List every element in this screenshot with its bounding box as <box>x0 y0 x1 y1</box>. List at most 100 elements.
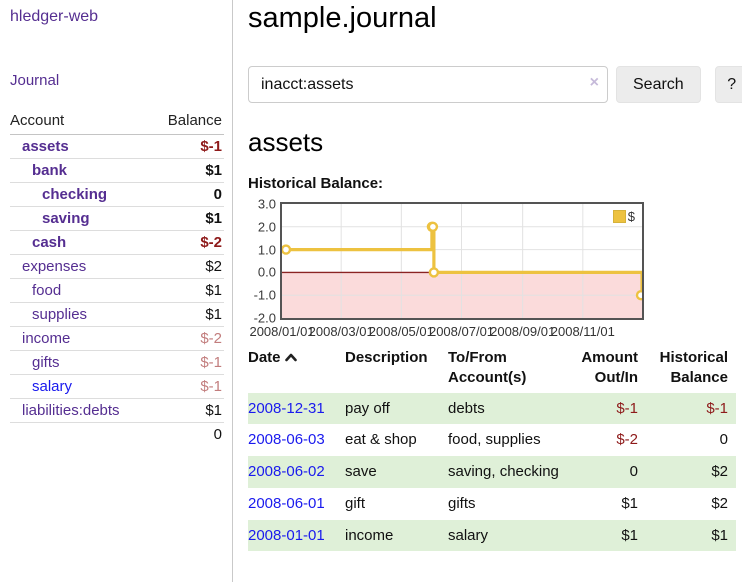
description-cell: pay off <box>345 399 390 417</box>
y-tick-label: 1.0 <box>257 242 276 258</box>
chart-title: Historical Balance: <box>248 175 384 192</box>
y-tick-label: 2.0 <box>257 219 276 235</box>
accounts-header-account: Account <box>10 109 153 135</box>
app-brand-link[interactable]: hledger-web <box>10 8 99 25</box>
account-row: food $1 <box>10 278 224 303</box>
description-cell: eat & shop <box>345 431 417 449</box>
account-link-expenses[interactable]: expenses <box>22 258 87 275</box>
date-link[interactable]: 2008-06-03 <box>248 431 325 449</box>
account-balance: $1 <box>152 278 224 303</box>
amount-cell: $-2 <box>616 431 638 449</box>
account-row: income $-2 <box>10 326 224 351</box>
account-balance: $1 <box>152 398 224 423</box>
balance-cell: $1 <box>711 526 728 544</box>
register-row: 2008-12-31 pay off debts $-1 $-1 <box>248 392 736 425</box>
account-balance: $-2 <box>152 326 224 351</box>
nav-journal-link[interactable]: Journal <box>10 72 60 89</box>
account-row: checking 0 <box>10 182 224 207</box>
x-tick-label: 2008/09/01 <box>490 324 556 339</box>
y-tick-label: -1.0 <box>253 287 276 303</box>
account-link-income[interactable]: income <box>22 330 71 347</box>
account-row: cash $-2 <box>10 230 224 255</box>
accounts-total-spacer <box>10 422 153 446</box>
search-button[interactable]: Search <box>616 66 701 103</box>
account-balance: $-2 <box>152 230 224 255</box>
account-balance: $-1 <box>152 350 224 375</box>
chart-svg <box>282 204 642 318</box>
account-balance: $1 <box>152 302 224 327</box>
accounts-total-value: 0 <box>152 422 224 446</box>
account-link-bank[interactable]: bank <box>32 162 68 179</box>
account-row: bank $1 <box>10 158 224 183</box>
page-title: sample.journal <box>248 2 437 34</box>
accounts-total-row: 0 <box>10 422 224 446</box>
balance-cell: 0 <box>719 431 728 449</box>
accounts-cell: debts <box>448 399 485 417</box>
chart-plot-wrap: $ 2008/01/01 2008/03/01 2008/05/01 2008/07/… <box>249 202 644 339</box>
account-link-saving[interactable]: saving <box>42 210 90 227</box>
register-row: 2008-06-03 eat & shop food, supplies $-2 0 <box>248 424 736 456</box>
legend-swatch-icon <box>612 210 626 223</box>
register-row: 2008-06-01 gift gifts $1 $2 <box>248 488 736 520</box>
sidebar-nav: Journal <box>10 72 224 89</box>
balance-cell: $2 <box>711 463 728 480</box>
chart-y-axis: 3.0 2.0 1.0 0.0 -1.0 -2.0 <box>248 197 280 326</box>
main-content: sample.journal × Search ? assets Histori… <box>233 0 742 582</box>
account-link-liabilities-debts[interactable]: liabilities:debts <box>22 402 120 419</box>
account-row: gifts $-1 <box>10 350 224 375</box>
register-row: 2008-01-01 income salary $1 $1 <box>248 519 736 552</box>
description-cell: income <box>345 526 394 544</box>
account-link-cash[interactable]: cash <box>32 234 67 251</box>
search-form: × Search ? <box>248 66 742 103</box>
balance-chart: 3.0 2.0 1.0 0.0 -1.0 -2.0 $ 2008/01/01 2008/03… <box>248 197 742 339</box>
account-row: salary $-1 <box>10 374 224 399</box>
help-button[interactable]: ? <box>714 66 742 103</box>
account-link-salary[interactable]: salary <box>32 378 73 395</box>
chart-plot-area[interactable]: $ <box>280 202 644 320</box>
x-tick-label: 2008/05/01 <box>368 324 434 339</box>
account-link-checking[interactable]: checking <box>42 186 108 203</box>
account-row: saving $1 <box>10 206 224 231</box>
amount-cell: 0 <box>629 463 638 480</box>
app-brand: hledger-web <box>10 8 224 26</box>
date-link[interactable]: 2008-01-01 <box>248 526 325 544</box>
account-row: liabilities:debts $1 <box>10 398 224 423</box>
date-link[interactable]: 2008-12-31 <box>248 399 325 417</box>
amount-cell: $1 <box>621 494 638 512</box>
accounts-cell: food, supplies <box>448 431 541 449</box>
x-tick-label: 2008/03/01 <box>308 324 374 339</box>
register-header-date[interactable]: Date <box>248 346 345 393</box>
description-cell: gift <box>345 494 366 512</box>
account-balance: 0 <box>152 182 224 207</box>
search-input[interactable] <box>248 66 608 103</box>
register-header-balance: Historical Balance <box>659 349 728 387</box>
account-link-food[interactable]: food <box>32 282 62 299</box>
account-row: assets $-1 <box>10 134 224 159</box>
register-row: 2008-06-02 save saving, checking 0 $2 <box>248 456 736 488</box>
date-link[interactable]: 2008-06-02 <box>248 463 325 480</box>
legend-label: $ <box>627 209 635 224</box>
date-link[interactable]: 2008-06-01 <box>248 494 325 512</box>
accounts-header-balance: Balance <box>152 109 224 135</box>
account-row: supplies $1 <box>10 302 224 327</box>
account-link-gifts[interactable]: gifts <box>32 354 60 371</box>
register-table: Date Description To/From Account(s) Amou… <box>248 346 736 552</box>
clear-search-icon[interactable]: × <box>589 74 599 91</box>
x-tick-label: 2008/11/01 <box>550 324 615 339</box>
register-header-amount: Amount Out/In <box>581 349 638 387</box>
account-heading: assets <box>248 127 324 157</box>
account-balance: $1 <box>152 206 224 231</box>
account-balance: $-1 <box>152 134 224 159</box>
account-balance: $1 <box>152 158 224 183</box>
account-link-supplies[interactable]: supplies <box>32 306 88 323</box>
balance-cell: $2 <box>711 494 728 512</box>
account-link-assets[interactable]: assets <box>22 138 69 155</box>
x-tick-label: 2008/01/01 <box>249 324 315 339</box>
amount-cell: $-1 <box>616 399 638 417</box>
accounts-cell: salary <box>448 526 489 544</box>
sidebar: hledger-web Journal Account Balance asse… <box>0 0 233 582</box>
chart-x-axis: 2008/01/01 2008/03/01 2008/05/01 2008/07/01… <box>249 324 644 340</box>
sort-asc-icon <box>284 353 297 362</box>
accounts-header-row: Account Balance <box>10 109 224 135</box>
